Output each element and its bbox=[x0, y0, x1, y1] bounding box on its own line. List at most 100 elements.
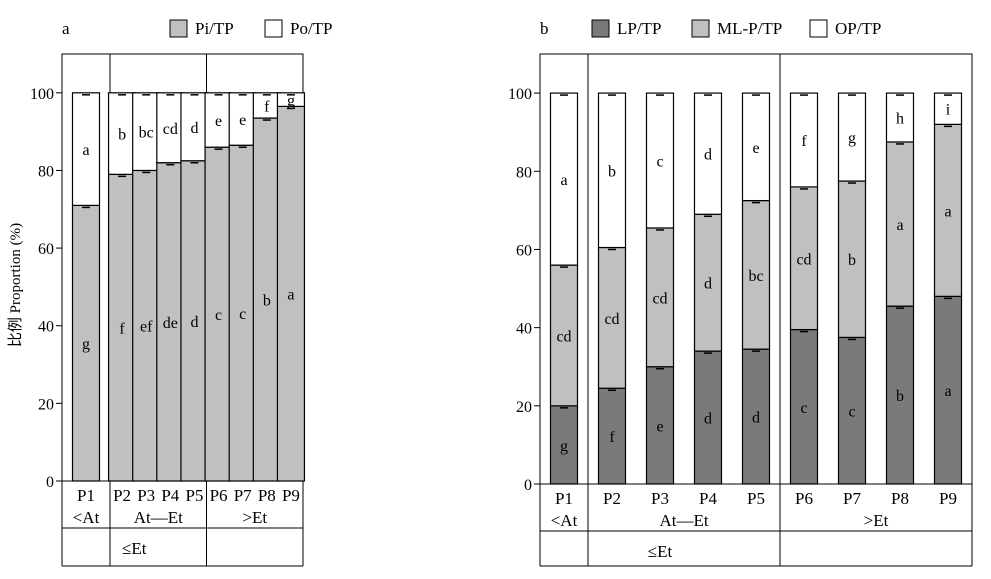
sig-letter-P1-1: a bbox=[82, 142, 89, 159]
bar-P3-Pi/TP bbox=[132, 169, 161, 482]
sig-letter-P4-1: cd bbox=[163, 121, 178, 138]
bar-P7-OP/TP bbox=[837, 92, 867, 182]
sig-letter-P7-0: c bbox=[848, 404, 855, 421]
bar-P8-ML-P/TP bbox=[885, 141, 915, 307]
sig-letter-P8-0: b bbox=[896, 388, 904, 405]
sig-letter-P5-0: d bbox=[752, 410, 760, 427]
sig-letter-P3-0: e bbox=[656, 418, 663, 435]
bar-P7-ML-P/TP bbox=[837, 180, 867, 339]
bar-P5-LP/TP bbox=[741, 348, 771, 485]
x-category-P1: P1 bbox=[555, 489, 573, 508]
sig-letter-P4-0: d bbox=[704, 411, 712, 428]
sig-letter-P7-1: b bbox=[848, 252, 856, 269]
legend-swatch-1 bbox=[264, 19, 283, 38]
bar-P1-OP/TP bbox=[549, 92, 579, 266]
bar-P7-LP/TP bbox=[837, 336, 867, 485]
y-axis-label: 比例 Proportion (%) bbox=[7, 223, 24, 347]
bar-P2-LP/TP bbox=[597, 387, 627, 485]
bar-P8-OP/TP bbox=[885, 92, 915, 143]
bar-P1-LP/TP bbox=[549, 405, 579, 485]
y-tick-label-2: 40 bbox=[38, 319, 54, 336]
panel-b-label: b bbox=[540, 19, 549, 38]
x-category-P8: P8 bbox=[891, 489, 909, 508]
sig-letter-P2-1: cd bbox=[604, 311, 619, 328]
plot-area-a: 020406080100gaP1fbP2efbcP3decdP4ddP5ceP6… bbox=[30, 53, 306, 567]
sig-letter-P9-2: i bbox=[946, 102, 951, 119]
plot-area-b: 020406080100gcdaP1fcdbP2ecdcP3dddP4dbceP… bbox=[508, 53, 973, 567]
sig-letter-P9-0: a bbox=[944, 383, 951, 400]
bar-P1-ML-P/TP bbox=[549, 264, 579, 407]
panel-a: a Pi/TP Po/TP 比例 Proportion (%) 0 20 40 60 80… bbox=[7, 19, 333, 567]
x-category-P3: P3 bbox=[651, 489, 669, 508]
legend-a: Pi/TP Po/TP bbox=[169, 19, 333, 38]
sig-letter-P4-1: d bbox=[704, 276, 712, 293]
bar-P3-OP/TP bbox=[645, 92, 675, 229]
sig-letter-P9-1: a bbox=[944, 203, 951, 220]
legend-label-0: Pi/TP bbox=[195, 19, 234, 38]
legend-label-1: Po/TP bbox=[290, 19, 333, 38]
bar-P2-Po/TP bbox=[107, 92, 137, 175]
sig-letter-P8-1: a bbox=[896, 217, 903, 234]
x-category-P6: P6 bbox=[210, 486, 228, 505]
y-tick-label-3: 60 bbox=[38, 241, 54, 258]
bar-P5-OP/TP bbox=[741, 92, 771, 202]
y-tick-label-4: 80 bbox=[38, 163, 54, 180]
bar-P8-LP/TP bbox=[885, 305, 915, 485]
y-tick-label-5: 100 bbox=[30, 86, 54, 103]
y-tick-label-4: 80 bbox=[516, 164, 532, 181]
x-category-P2: P2 bbox=[603, 489, 621, 508]
legend-swatch-2 bbox=[809, 19, 828, 38]
sig-letter-P8-0: b bbox=[263, 293, 271, 310]
sig-letter-P6-1: cd bbox=[796, 251, 811, 268]
bar-P9-OP/TP bbox=[933, 92, 963, 125]
bar-P4-Po/TP bbox=[156, 92, 185, 164]
bar-P5-ML-P/TP bbox=[741, 199, 771, 350]
x-category-P4: P4 bbox=[699, 489, 717, 508]
panel-a-label: a bbox=[62, 19, 70, 38]
bar-P6-OP/TP bbox=[789, 92, 819, 188]
y-tick-label-1: 20 bbox=[516, 399, 532, 416]
sig-letter-P3-2: c bbox=[656, 154, 663, 171]
x-category-P7: P7 bbox=[843, 489, 861, 508]
sig-letter-P9-0: a bbox=[287, 287, 294, 304]
sig-letter-P6-0: c bbox=[800, 400, 807, 417]
bar-P5-Pi/TP bbox=[180, 160, 209, 482]
sig-letter-P7-0: c bbox=[239, 306, 246, 323]
bar-P8-Po/TP bbox=[252, 92, 281, 119]
bar-P3-ML-P/TP bbox=[645, 227, 675, 368]
x-category-P1: P1 bbox=[77, 486, 95, 505]
legend-swatch-0 bbox=[591, 19, 610, 38]
bar-P4-LP/TP bbox=[693, 350, 723, 485]
sig-letter-P1-0: g bbox=[560, 438, 568, 455]
bar-P3-LP/TP bbox=[645, 366, 675, 485]
x-category-P4: P4 bbox=[161, 486, 179, 505]
sig-letter-P2-0: f bbox=[119, 321, 125, 338]
y-tick-label-1: 20 bbox=[38, 396, 54, 413]
sig-letter-P6-0: c bbox=[215, 307, 222, 324]
sig-letter-P5-2: e bbox=[752, 140, 759, 157]
x-category-P5: P5 bbox=[747, 489, 765, 508]
y-tick-label-0: 0 bbox=[524, 477, 532, 494]
legend-label-0: LP/TP bbox=[617, 19, 661, 38]
y-tick-label-2: 40 bbox=[516, 321, 532, 338]
bar-P2-Pi/TP bbox=[107, 173, 137, 482]
bar-P4-ML-P/TP bbox=[693, 213, 723, 352]
sig-letter-P7-1: e bbox=[239, 112, 246, 129]
bar-P1-Pi/TP bbox=[71, 204, 101, 482]
group-label-0: <At bbox=[551, 511, 578, 530]
bar-P6-ML-P/TP bbox=[789, 186, 819, 331]
group2-label-0: ≤Et bbox=[122, 539, 147, 558]
legend-label-2: OP/TP bbox=[835, 19, 881, 38]
legend-b: LP/TP ML-P/TP OP/TP bbox=[591, 19, 881, 38]
bar-P9-Po/TP bbox=[276, 92, 306, 108]
y-tick-label-5: 100 bbox=[508, 86, 532, 103]
sig-letter-P6-2: f bbox=[801, 133, 807, 150]
group-label-1: At—Et bbox=[659, 511, 708, 530]
sig-letter-P6-1: e bbox=[215, 113, 222, 130]
sig-letter-P5-0: d bbox=[190, 314, 198, 331]
panel-b: b LP/TP ML-P/TP OP/TP 020406080100gcdaP1fc… bbox=[508, 19, 973, 567]
sig-letter-P2-0: f bbox=[609, 429, 615, 446]
bar-P7-Pi/TP bbox=[228, 144, 257, 482]
sig-letter-P8-2: h bbox=[896, 111, 904, 128]
sig-letter-P1-1: cd bbox=[556, 328, 571, 345]
